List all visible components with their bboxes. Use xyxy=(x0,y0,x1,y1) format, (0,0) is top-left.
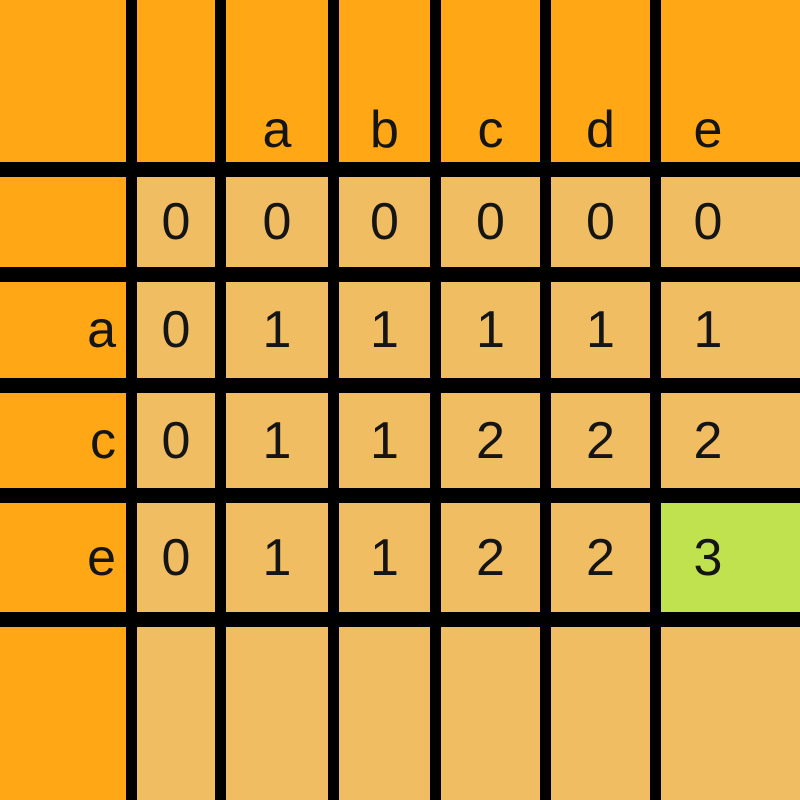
cell-3-4: 2 xyxy=(551,503,650,612)
col-header-d: d xyxy=(551,0,650,162)
cell-4-3 xyxy=(441,627,540,800)
cell-1-4: 1 xyxy=(551,282,650,378)
cell-2-1: 1 xyxy=(226,393,328,488)
cell-0-5: 0 xyxy=(661,177,800,267)
cell-3-1: 1 xyxy=(226,503,328,612)
row-header-a: a xyxy=(0,282,126,378)
cell-3-3: 2 xyxy=(441,503,540,612)
corner-cell xyxy=(0,0,126,162)
row-header-bottom-blank xyxy=(0,627,126,800)
cell-0-1: 0 xyxy=(226,177,328,267)
cell-3-5-highlighted: 3 xyxy=(661,503,800,612)
cell-2-4: 2 xyxy=(551,393,650,488)
cell-2-2: 1 xyxy=(339,393,430,488)
cell-3-0: 0 xyxy=(137,503,215,612)
cell-2-3: 2 xyxy=(441,393,540,488)
col-header-b: b xyxy=(339,0,430,162)
cell-0-2: 0 xyxy=(339,177,430,267)
cell-1-2: 1 xyxy=(339,282,430,378)
cell-1-1: 1 xyxy=(226,282,328,378)
col-header-c: c xyxy=(441,0,540,162)
row-header-blank xyxy=(0,177,126,267)
cell-0-4: 0 xyxy=(551,177,650,267)
cell-3-2: 1 xyxy=(339,503,430,612)
cell-4-0 xyxy=(137,627,215,800)
col-header-a: a xyxy=(226,0,328,162)
cell-2-0: 0 xyxy=(137,393,215,488)
cell-2-5: 2 xyxy=(661,393,800,488)
col-header-blank xyxy=(137,0,215,162)
row-header-c: c xyxy=(0,393,126,488)
cell-4-2 xyxy=(339,627,430,800)
cell-0-0: 0 xyxy=(137,177,215,267)
cell-1-3: 1 xyxy=(441,282,540,378)
col-header-e: e xyxy=(661,0,800,162)
cell-4-5 xyxy=(661,627,800,800)
row-header-e: e xyxy=(0,503,126,612)
cell-4-1 xyxy=(226,627,328,800)
cell-1-5: 1 xyxy=(661,282,800,378)
cell-0-3: 0 xyxy=(441,177,540,267)
cell-4-4 xyxy=(551,627,650,800)
cell-1-0: 0 xyxy=(137,282,215,378)
